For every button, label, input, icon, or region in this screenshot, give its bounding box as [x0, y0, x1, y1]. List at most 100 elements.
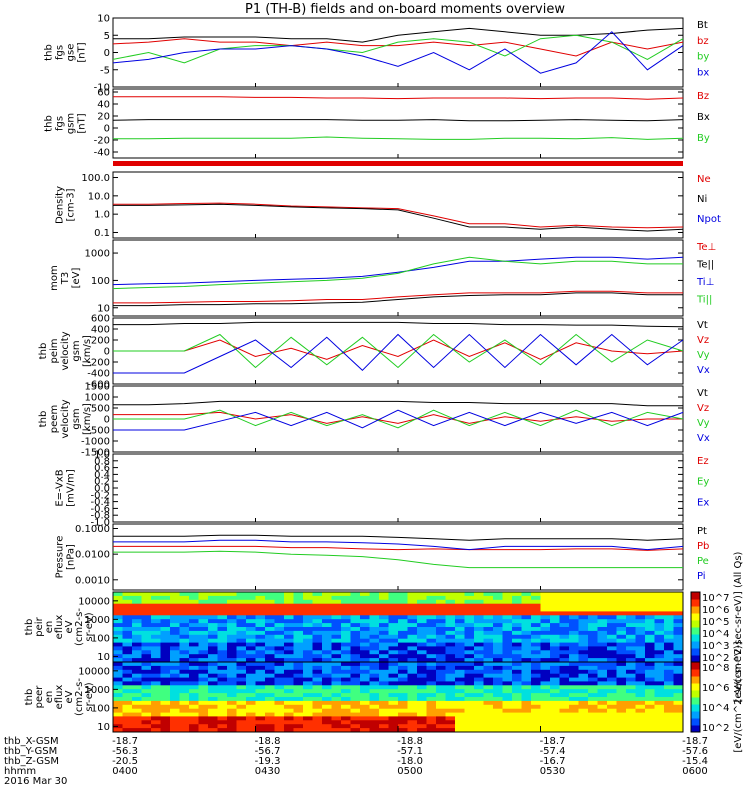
spectrogram-cell: [303, 595, 313, 601]
spectrogram-cell: [540, 669, 551, 675]
spectrogram-cell: [483, 642, 494, 647]
spectrogram-cell: [569, 623, 579, 628]
spectrogram-cell: [474, 627, 484, 632]
spectrogram-cell: [274, 700, 285, 706]
spectrogram-cell: [360, 595, 370, 601]
spectrogram-cell: [597, 693, 608, 698]
spectrogram-cell: [246, 673, 256, 679]
spectrogram-cell: [673, 623, 684, 628]
spectrogram-cell: [227, 685, 237, 690]
spectrogram-cell: [322, 634, 332, 640]
spectrogram-cell: [540, 611, 551, 616]
spectrogram-cell: [303, 623, 313, 628]
spectrogram-cell: [274, 654, 285, 659]
legend-Vx: Vx: [697, 433, 710, 444]
spectrogram-cell: [550, 716, 560, 721]
spectrogram-cell: [531, 611, 541, 616]
spectrogram-cell: [569, 700, 579, 706]
spectrogram-cell: [369, 689, 380, 694]
spectrogram-cell: [588, 669, 598, 675]
spectrogram-cell: [426, 654, 437, 659]
spectrogram-cell: [616, 592, 627, 597]
spectrogram-cell: [673, 677, 684, 682]
spectrogram-cell: [569, 685, 579, 690]
spectrogram-cell: [379, 700, 389, 706]
spectrogram-cell: [616, 607, 627, 612]
spectrogram-cell: [521, 669, 532, 675]
y-axis-label-line: sr-eV): [84, 612, 95, 641]
spectrogram-cell: [217, 634, 228, 640]
spectrogram-cell: [341, 720, 351, 725]
spectrogram-cell: [635, 685, 646, 690]
spectrogram-cell: [189, 607, 199, 612]
y-axis-label-line: peim: [49, 338, 60, 363]
spectrogram-cell: [664, 595, 674, 601]
spectrogram-cell: [521, 607, 532, 612]
spectrogram-cell: [645, 681, 655, 686]
spectrogram-cell: [388, 728, 399, 733]
spectrogram-cell: [474, 716, 484, 721]
spectrogram-cell: [265, 646, 275, 651]
spectrogram-cell: [559, 704, 570, 710]
spectrogram-cell: [588, 630, 598, 636]
spectrogram-cell: [559, 693, 570, 698]
spectrogram-cell: [388, 611, 399, 616]
colorbar-step: [691, 592, 700, 600]
spectrogram-cell: [616, 689, 627, 694]
spectrogram-cell: [483, 700, 494, 706]
spectrogram-cell: [407, 728, 418, 733]
spectrogram-cell: [550, 619, 560, 624]
spectrogram-cell: [379, 689, 389, 694]
spectrogram-cell: [284, 595, 294, 601]
spectrogram-cell: [540, 662, 551, 667]
spectrogram-cell: [673, 704, 684, 710]
spectrogram-cell: [664, 592, 674, 597]
spectrogram-cell: [474, 592, 484, 597]
spectrogram-cell: [436, 728, 446, 733]
spectrogram-cell: [331, 634, 342, 640]
y-axis-label-line: velocity: [60, 399, 71, 438]
spectrogram-cell: [350, 658, 361, 663]
spectrogram-cell: [578, 654, 589, 659]
spectrogram-cell: [540, 712, 551, 717]
spectrogram-cell: [445, 673, 456, 679]
spectrogram-cell: [502, 685, 513, 690]
spectrogram-cell: [170, 665, 180, 671]
spectrogram-cell: [445, 720, 456, 725]
spectrogram-cell: [626, 630, 636, 636]
colorbar-label: [eV/(cm^2-sec-sr-eV)] (All Qs): [733, 551, 744, 702]
spectrogram-cell: [493, 654, 503, 659]
spectrogram-cell: [569, 627, 579, 632]
spectrogram-cell: [246, 650, 256, 655]
spectrogram-cell: [569, 677, 579, 682]
spectrogram-cell: [189, 704, 199, 710]
spectrogram-cell: [436, 716, 446, 721]
spectrogram-cell: [369, 654, 380, 659]
spectrogram-cell: [151, 662, 161, 667]
spectrogram-cell: [483, 704, 494, 710]
spectrogram-cell: [246, 662, 256, 667]
spectrogram-cell: [322, 708, 332, 714]
spectrogram-cell: [398, 728, 408, 733]
spectrogram-cell: [417, 619, 427, 624]
spectrogram-cell: [141, 728, 152, 733]
spectrogram-cell: [474, 646, 484, 651]
spectrogram-cell: [483, 697, 494, 702]
spectrogram-cell: [673, 592, 684, 597]
spectrogram-cell: [512, 662, 522, 667]
y-axis-label-line: [nT]: [77, 113, 88, 133]
spectrogram-cell: [331, 627, 342, 632]
spectrogram-cell: [255, 619, 266, 624]
spectrogram-cell: [227, 724, 237, 729]
spectrogram-cell: [122, 595, 133, 601]
spectrogram-cell: [626, 681, 636, 686]
spectrogram-cell: [588, 720, 598, 725]
spectrogram-cell: [341, 728, 351, 733]
spectrogram-cell: [360, 665, 370, 671]
spectrogram-cell: [474, 689, 484, 694]
spectrogram-cell: [436, 619, 446, 624]
spectrogram-cell: [512, 728, 522, 733]
spectrogram-cell: [113, 603, 123, 609]
spectrogram-cell: [274, 669, 285, 675]
